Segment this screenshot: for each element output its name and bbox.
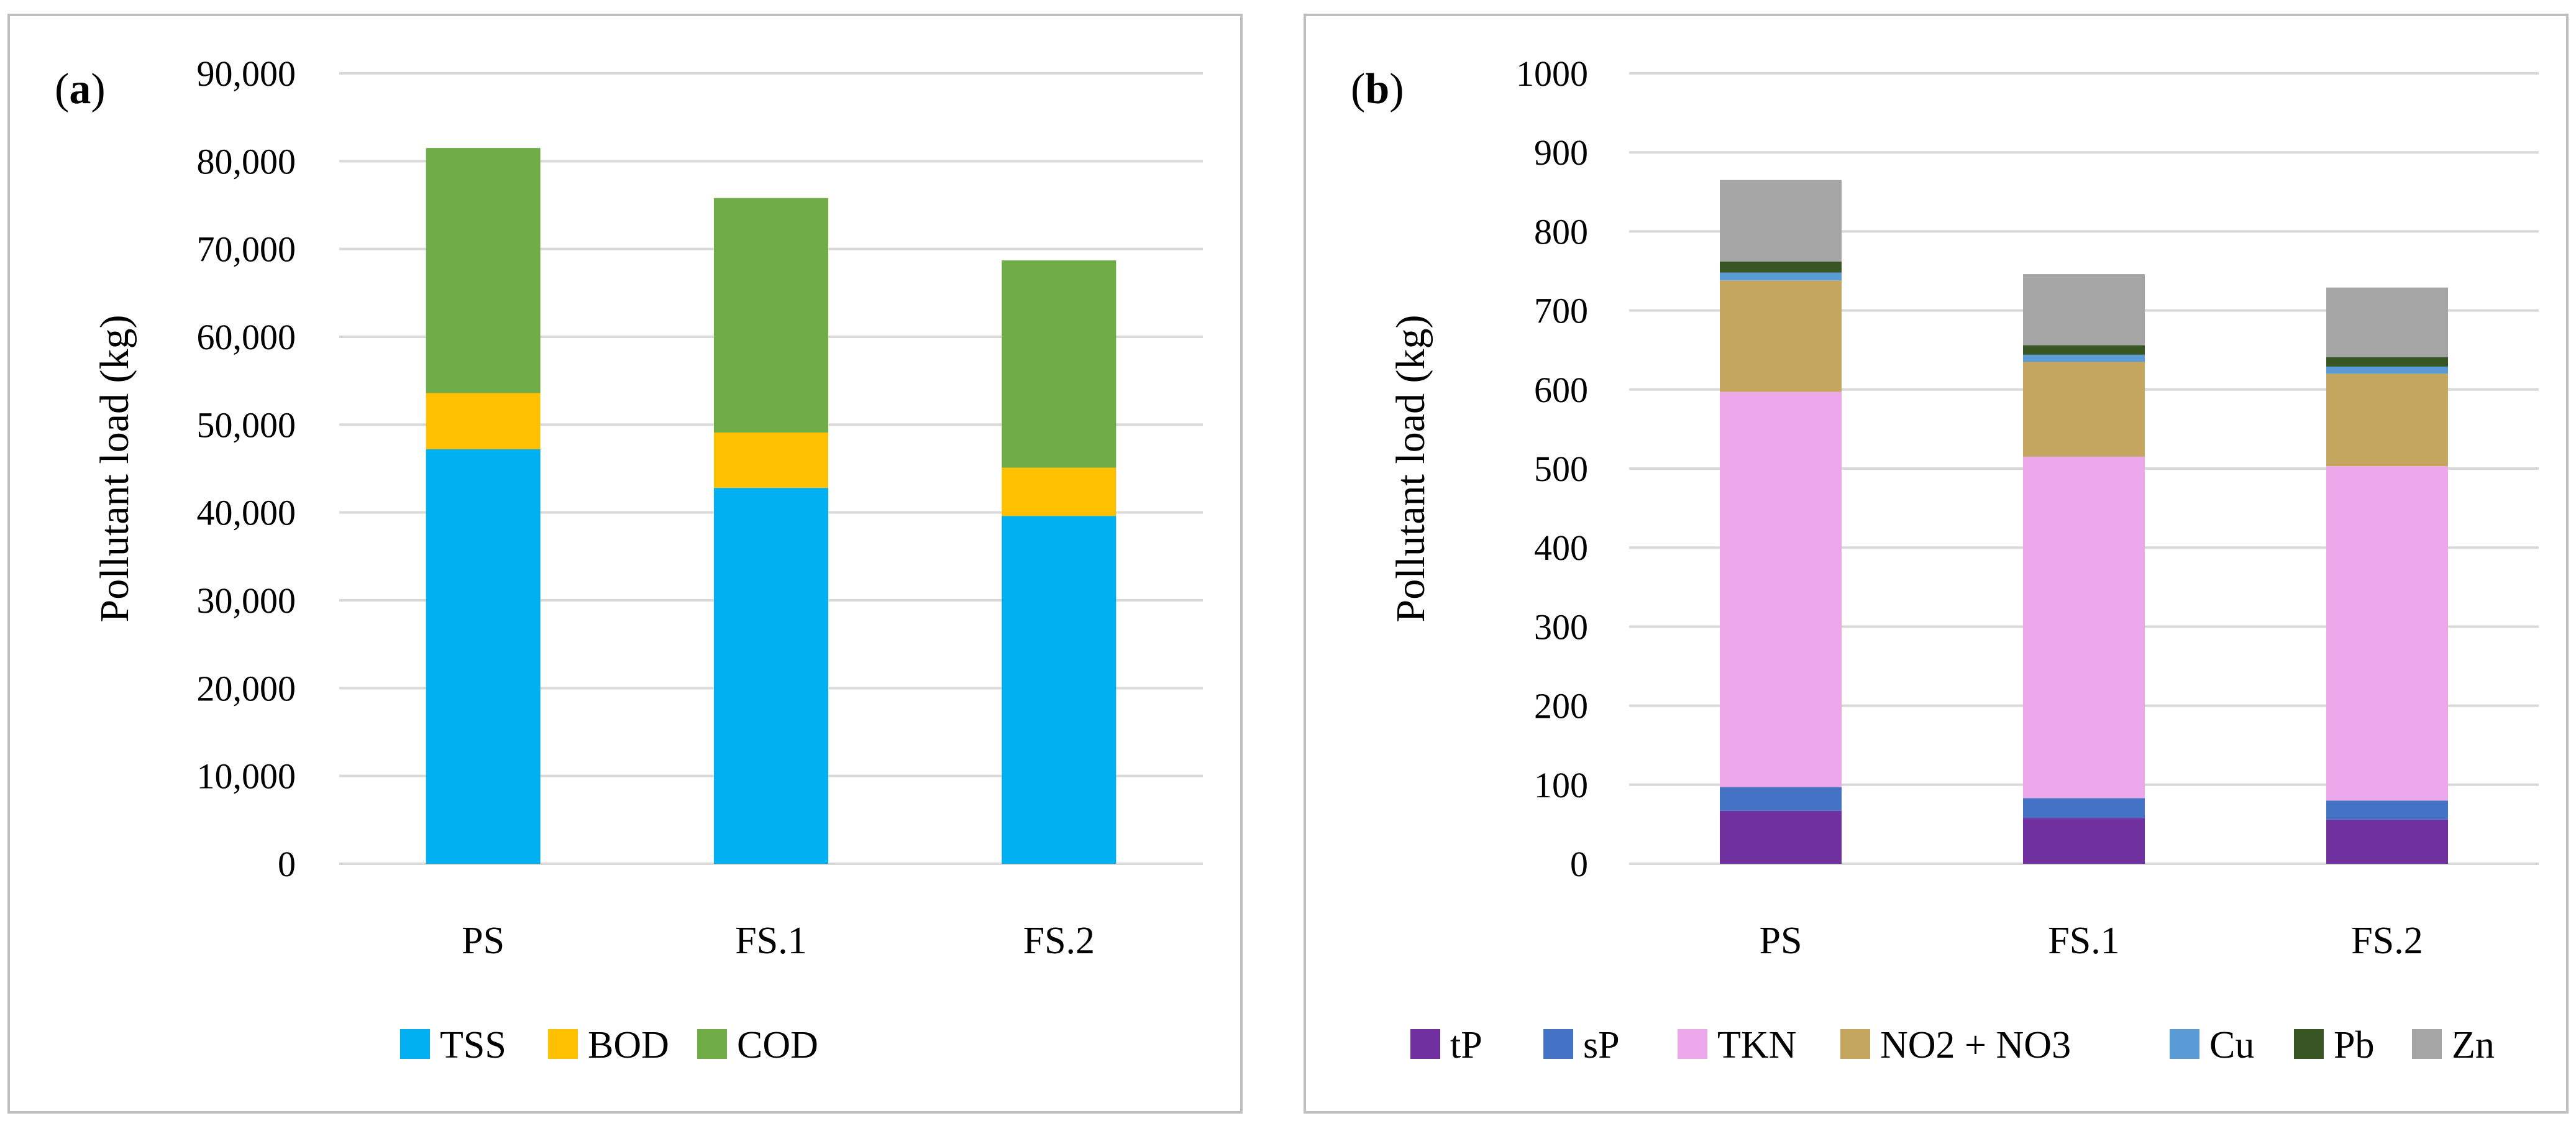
bar-b-fs2-no2-no3 [2326,373,2448,467]
legend-swatch-b-no2-no3 [1840,1029,1870,1059]
bar-b-ps-pb [1720,261,1842,273]
legend-swatch-a-tss [400,1029,430,1059]
y-tick-label-b: 500 [1534,449,1588,489]
bar-a-fs1-cod [714,198,828,433]
chart-panel-a: (a) 0 10,000 20,000 30,000 40,000 50,000 60,000… [7,14,1243,1114]
x-category-label-b: FS.1 [2048,920,2119,962]
y-tick-label-b: 400 [1534,528,1588,568]
legend-swatch-b-tp [1410,1029,1440,1059]
bar-b-ps-tkn [1720,392,1842,787]
bar-a-fs2-cod [1002,260,1117,468]
legend-swatch-b-cu [2170,1029,2199,1059]
legend-label-b-sp: sP [1583,1024,1620,1066]
bar-b-fs2-tkn [2326,466,2448,801]
chart-panel-b: (b) 0 100 200 300 400 500 600 700 800 900 1000 Pollu… [1304,14,2569,1114]
bar-a-fs2-bod [1002,467,1117,516]
y-tick-label-a: 80,000 [197,141,296,181]
y-tick-label-a: 0 [278,844,296,884]
bar-a-fs1-tss [714,488,828,864]
legend-swatch-b-sp [1543,1029,1573,1059]
bar-a-ps-tss [426,449,541,864]
y-tick-label-a: 90,000 [197,53,296,94]
bar-b-fs1-sp [2023,798,2145,818]
y-tick-label-a: 20,000 [197,668,296,708]
bar-b-ps-no2-no3 [1720,280,1842,392]
panel-label-a: (a) [55,65,106,113]
bar-b-fs2-sp [2326,800,2448,820]
bar-b-ps-cu [1720,272,1842,281]
bar-b-fs2-cu [2326,366,2448,374]
y-tick-label-b: 600 [1534,370,1588,410]
legend-swatch-b-pb [2294,1029,2324,1059]
y-tick-label-b: 800 [1534,211,1588,252]
bar-b-fs2-tp [2326,819,2448,864]
y-tick-label-b: 700 [1534,291,1588,331]
legend-swatch-b-tkn [1678,1029,1707,1059]
y-tick-label-a: 10,000 [197,756,296,797]
legend-label-b-tp: tP [1450,1024,1482,1066]
legend-label-b-tkn: TKN [1717,1024,1796,1066]
x-category-label-a: FS.1 [735,920,806,962]
y-tick-label-b: 100 [1534,765,1588,805]
y-tick-label-b: 200 [1534,686,1588,726]
x-category-label-a: FS.2 [1023,920,1095,962]
y-tick-label-b: 300 [1534,607,1588,647]
legend-label-b-pb: Pb [2334,1024,2374,1066]
panel-label-b: (b) [1351,65,1404,113]
y-tick-label-a: 30,000 [197,580,296,621]
y-tick-label-a: 70,000 [197,229,296,270]
bar-b-ps-tp [1720,810,1842,864]
bar-b-fs1-no2-no3 [2023,362,2145,457]
legend-label-a-cod: COD [737,1024,818,1066]
legend-label-a-bod: BOD [588,1024,669,1066]
x-category-label-b: PS [1760,920,1802,962]
bar-a-fs1-bod [714,433,828,488]
y-axis-label-b: Pollutant load (kg) [1388,315,1433,623]
bar-b-fs1-tkn [2023,456,2145,799]
bar-b-fs1-pb [2023,345,2145,355]
x-category-label-b: FS.2 [2351,920,2423,962]
y-tick-label-b: 0 [1570,844,1588,884]
y-tick-label-b: 900 [1534,132,1588,173]
legend-label-b-zn: Zn [2452,1024,2495,1066]
chart-b-svg: (b) 0 100 200 300 400 500 600 700 800 900 1000 Pollu… [1351,53,2539,1066]
legend-swatch-a-cod [697,1029,727,1059]
bar-a-ps-cod [426,148,541,393]
y-axis-label-a: Pollutant load (kg) [92,315,137,623]
legend-label-b-cu: Cu [2209,1024,2254,1066]
bar-b-ps-zn [1720,180,1842,262]
bar-a-fs2-tss [1002,516,1117,864]
bar-b-fs1-zn [2023,274,2145,346]
bar-b-fs1-tp [2023,818,2145,864]
y-tick-label-b: 1000 [1516,53,1588,94]
y-tick-label-a: 60,000 [197,317,296,357]
bar-b-fs2-pb [2326,357,2448,367]
bar-b-fs1-cu [2023,354,2145,362]
legend-swatch-a-bod [548,1029,578,1059]
bar-a-ps-bod [426,393,541,449]
x-category-label-a: PS [462,920,505,962]
bar-b-ps-sp [1720,787,1842,811]
y-tick-label-a: 40,000 [197,493,296,533]
y-tick-label-a: 50,000 [197,405,296,445]
chart-a-svg: (a) 0 10,000 20,000 30,000 40,000 50,000 60,000… [55,53,1203,1066]
legend-label-b-no2-no3: NO2 + NO3 [1880,1024,2071,1066]
bar-b-fs2-zn [2326,287,2448,357]
legend-label-a-tss: TSS [440,1024,506,1066]
legend-swatch-b-zn [2412,1029,2442,1059]
